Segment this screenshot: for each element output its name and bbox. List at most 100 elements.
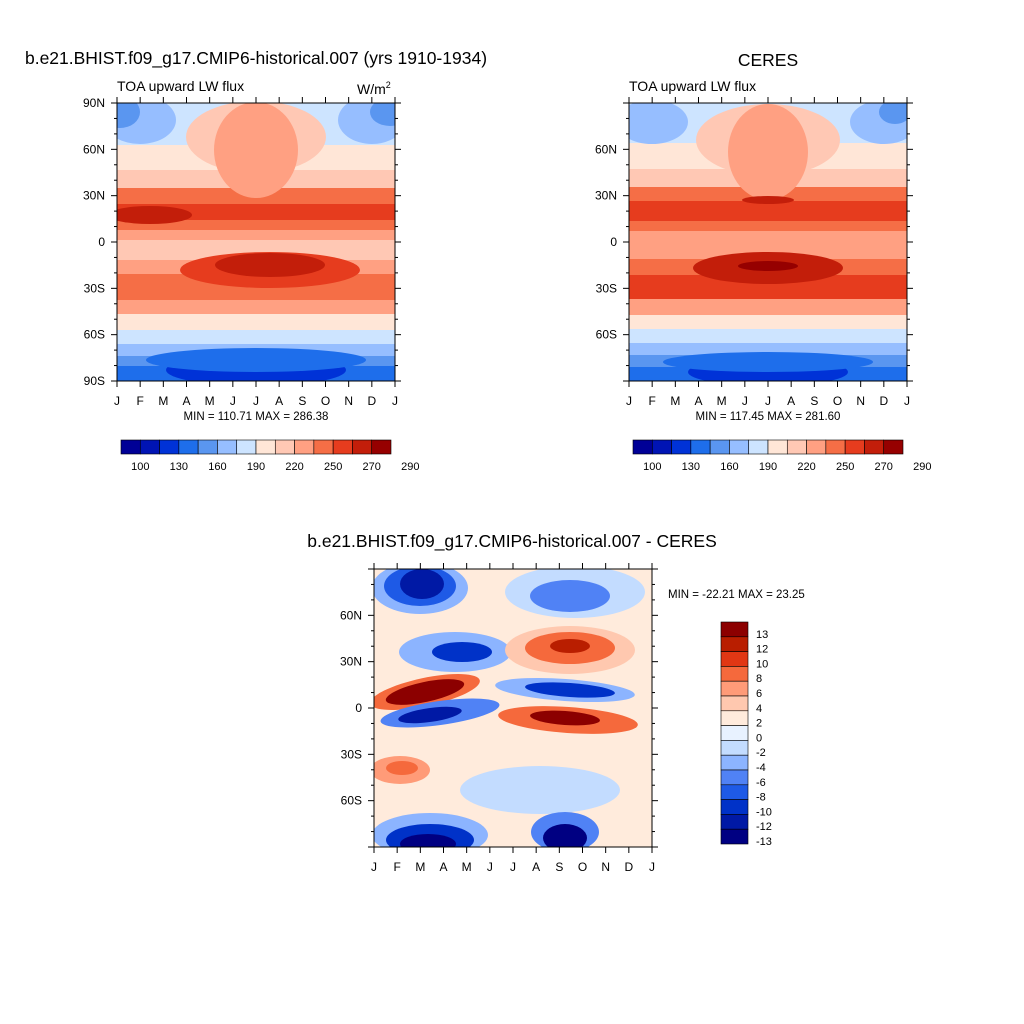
contour — [728, 104, 808, 200]
colorbar-swatch — [236, 439, 257, 455]
panel-diff-title: b.e21.BHIST.f09_g17.CMIP6-historical.007… — [307, 531, 717, 552]
contour — [525, 682, 615, 698]
colorbar-obs: 100 130 160 190 220 250 270 290 — [632, 439, 931, 473]
colorbar-swatch — [178, 439, 199, 455]
colorbar-swatch — [720, 799, 749, 815]
contour — [117, 206, 192, 224]
colorbar-label: -6 — [756, 777, 766, 789]
y-tick-label: 30S — [84, 281, 105, 295]
colorbar-label: 12 — [756, 644, 768, 656]
contour — [663, 352, 873, 372]
x-tick-label: M — [205, 394, 215, 408]
y-tick-label: 60N — [595, 142, 617, 156]
colorbar-swatch — [806, 439, 827, 455]
colorbar-label: 100 — [131, 461, 149, 473]
y-tick-label: 60N — [83, 142, 105, 156]
colorbar-swatch — [720, 754, 749, 771]
x-tick-label: M — [462, 860, 472, 874]
colorbar-swatch — [709, 439, 730, 455]
panel-diff-stats: MIN = -22.21 MAX = 23.25 — [668, 589, 805, 601]
x-tick-label: J — [626, 394, 632, 408]
colorbar-label: 250 — [324, 461, 342, 473]
colorbar-label: -8 — [756, 792, 766, 804]
colorbar-swatch — [352, 439, 373, 455]
x-tick-label: J — [742, 394, 748, 408]
band — [117, 220, 395, 230]
y-tick-label: 30N — [595, 189, 617, 203]
colorbar-label: 220 — [285, 461, 303, 473]
colorbar-diff: 13 12 10 8 6 4 2 0 -2 -4 -6 -8 -10 -12 -13 — [720, 621, 772, 848]
colorbar-label: -13 — [756, 836, 772, 848]
x-tick-label: A — [275, 394, 283, 408]
y-tick-label: 60S — [341, 794, 362, 808]
colorbar-swatch — [332, 439, 353, 455]
x-tick-label: J — [487, 860, 493, 874]
colorbar-label: -4 — [756, 762, 766, 774]
colorbar-swatch — [825, 439, 846, 455]
colorbar-swatch — [720, 651, 749, 667]
colorbar-label: -2 — [756, 747, 766, 759]
contour — [432, 642, 492, 662]
panel-obs-stats: MIN = 117.45 MAX = 281.60 — [696, 411, 841, 423]
colorbar-swatch — [748, 439, 769, 455]
colorbar-swatch — [720, 740, 749, 756]
contour — [370, 103, 395, 126]
colorbar-swatch — [632, 439, 653, 455]
colorbar-swatch — [313, 439, 334, 455]
x-tick-label: N — [344, 394, 353, 408]
band — [629, 221, 907, 231]
colorbar-swatch — [767, 439, 788, 455]
x-tick-label: F — [648, 394, 655, 408]
panel-model-subtitle: TOA upward LW flux — [117, 78, 244, 94]
contour — [460, 766, 620, 814]
contour — [738, 261, 798, 271]
contour — [385, 679, 465, 705]
colorbar-swatch — [159, 439, 180, 455]
x-tick-label: M — [670, 394, 680, 408]
panel-model-units: W/m2 — [357, 80, 391, 97]
x-tick-label: O — [578, 860, 587, 874]
colorbar-swatch — [720, 828, 749, 845]
colorbar-swatch — [671, 439, 692, 455]
colorbar-label: -12 — [756, 821, 772, 833]
contour — [629, 103, 688, 144]
band — [117, 240, 395, 260]
x-tick-label: F — [393, 860, 400, 874]
band — [629, 343, 907, 355]
colorbar-swatch — [720, 621, 749, 638]
colorbar-swatch — [139, 439, 160, 455]
colorbar-label: 270 — [363, 461, 381, 473]
x-tick-label: A — [532, 860, 540, 874]
x-tick-label: J — [904, 394, 910, 408]
y-tick-label: 90S — [84, 374, 105, 388]
units-base: W/m — [357, 81, 386, 97]
colorbar-label: 8 — [756, 673, 762, 685]
x-tick-label: D — [367, 394, 376, 408]
heatmap-model — [117, 103, 395, 381]
x-tick-label: N — [856, 394, 865, 408]
colorbar-label: 160 — [208, 461, 226, 473]
colorbar-label: 160 — [720, 461, 738, 473]
y-tick-label: 30N — [83, 189, 105, 203]
band — [629, 299, 907, 315]
panel-model-stats: MIN = 110.71 MAX = 286.38 — [184, 411, 329, 423]
colorbar-label: -10 — [756, 806, 772, 818]
colorbar-swatch — [217, 439, 238, 455]
colorbar-swatch — [720, 784, 749, 800]
x-tick-label: M — [158, 394, 168, 408]
x-tick-label: A — [182, 394, 190, 408]
x-tick-label: S — [555, 860, 563, 874]
contour — [530, 580, 610, 612]
colorbar-swatch — [720, 710, 749, 726]
colorbar-label: 130 — [682, 461, 700, 473]
contour — [386, 761, 418, 775]
band — [629, 231, 907, 241]
x-tick-label: O — [321, 394, 330, 408]
colorbar-label: 130 — [170, 461, 188, 473]
colorbar-swatch — [844, 439, 865, 455]
x-tick-label: M — [717, 394, 727, 408]
y-tick-label: 60S — [596, 328, 617, 342]
contour — [398, 706, 462, 724]
